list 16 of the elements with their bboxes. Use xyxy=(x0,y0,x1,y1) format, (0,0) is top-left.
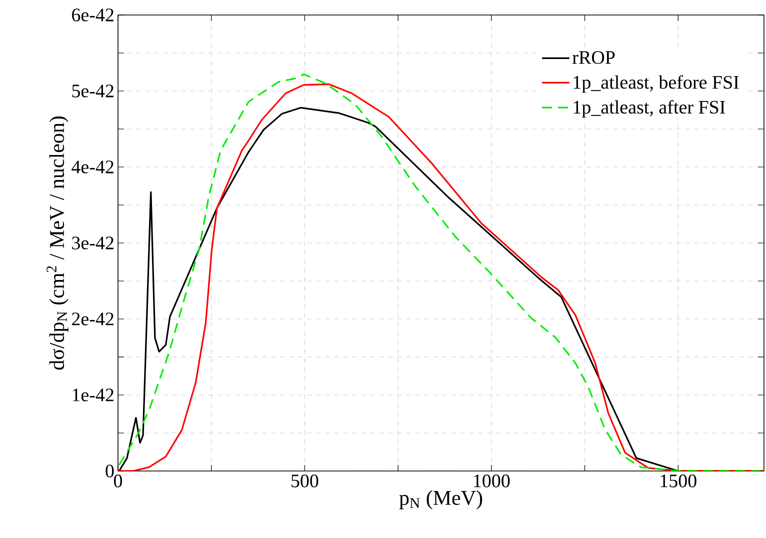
y-tick-label: 0 xyxy=(106,464,114,478)
x-axis-title: p$_{N}$ (MeV) xyxy=(399,490,482,510)
x-tick-label: 1000 xyxy=(474,474,510,488)
y-tick-label: 1e-42 xyxy=(72,388,114,402)
y-tick-label: 5e-42 xyxy=(72,84,114,98)
legend-label: 1p_atleast, after FSI xyxy=(574,100,726,118)
y-tick-label: 6e-42 xyxy=(72,8,114,22)
y-axis-title: dσ/dp$_{N}$ (cm$^{2}$ / MeV / nucleon) xyxy=(46,116,68,370)
legend-label: rROP xyxy=(572,51,615,64)
y-tick-label: 3e-42 xyxy=(72,236,114,250)
x-tick-label: 1500 xyxy=(660,474,696,488)
legend-label: 1p_atleast, before FSI xyxy=(574,75,739,93)
x-tick-label: 500 xyxy=(292,474,318,488)
y-tick-label: 2e-42 xyxy=(72,312,114,326)
x-tick-label: 0 xyxy=(114,474,122,488)
y-tick-label: 4e-42 xyxy=(72,160,114,174)
